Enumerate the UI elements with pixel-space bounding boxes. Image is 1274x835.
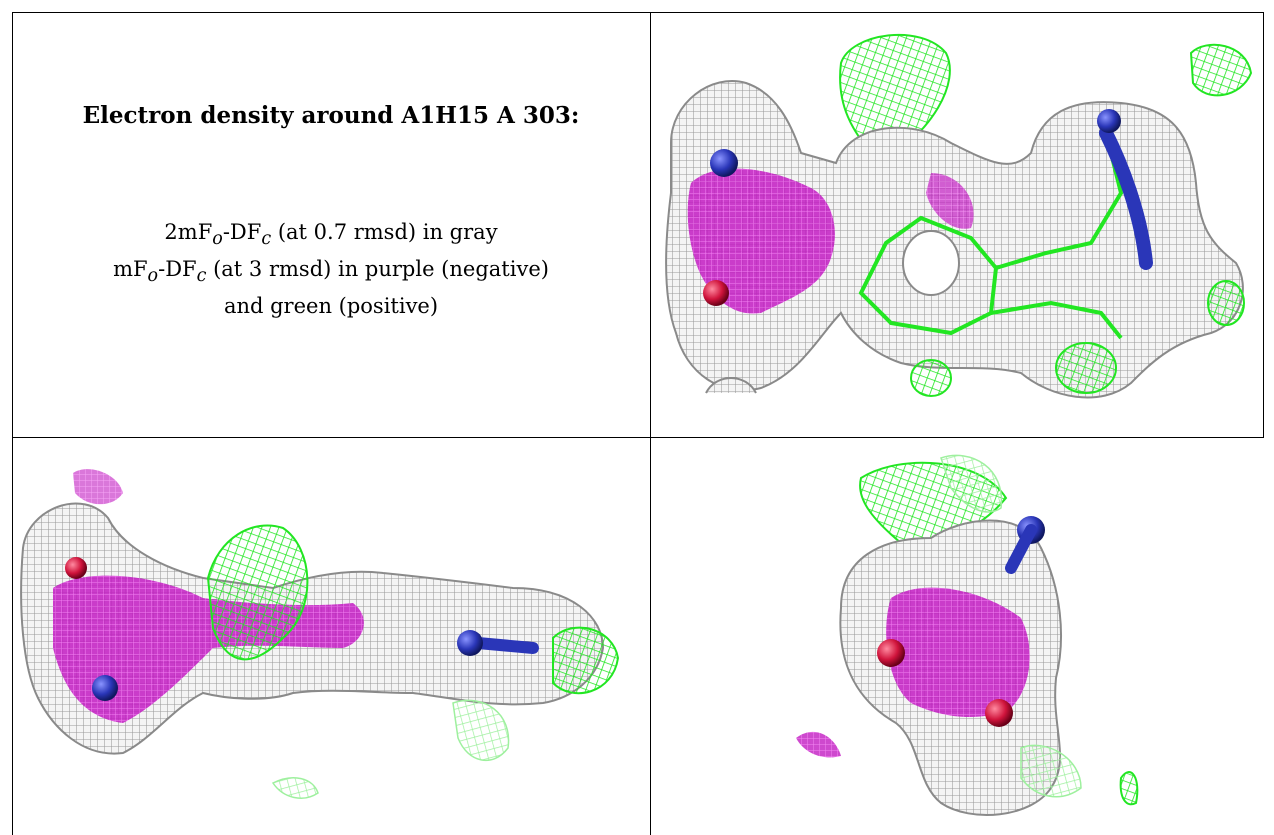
nitrogen-bond [1099,126,1153,270]
legend-subscript: c [196,266,207,287]
positive-density-blob [1189,43,1253,97]
negative-density-mesh [796,731,841,758]
legend-text: mF [113,257,148,282]
caption-legend: 2mFo-DFc (at 0.7 rmsd) in gray mFo-DFc (… [12,217,650,321]
positive-density-blob [839,33,951,165]
nitrogen-atom [710,149,738,177]
legend-text: -DF [158,257,197,282]
grid-left-border [12,12,13,835]
positive-density-blob [940,454,1003,513]
2fofc-density-fragment [705,377,757,394]
legend-subscript: o [147,266,159,287]
positive-density-blob [552,626,620,695]
grid-middle-border [12,437,1264,438]
legend-line-fofc: mFo-DFc (at 3 rmsd) in purple (negative) [12,254,650,291]
electron-density-view-2 [20,469,620,799]
oxygen-atom [703,280,729,306]
negative-density-mesh [73,469,123,505]
nitrogen-atom [457,630,483,656]
legend-subscript: c [261,229,272,250]
legend-text: (at 0.7 rmsd) in gray [271,220,498,244]
positive-density-blob [1020,744,1082,798]
density-panel-bottom-right [651,438,1264,835]
legend-subscript: o [212,229,223,250]
nitrogen-bond [472,637,539,654]
positive-density-blob [206,524,309,661]
oxygen-atom [65,557,87,579]
legend-text: 2mF [164,220,213,244]
ligand-chain-positive [990,300,1123,340]
negative-density-mesh [926,173,974,229]
legend-text: (at 3 rmsd) in purple (negative) [206,257,549,282]
legend-line-2fofc: 2mFo-DFc (at 0.7 rmsd) in gray [12,217,650,254]
electron-density-view-3 [796,454,1139,816]
nitrogen-bond [1005,524,1037,574]
oxygen-atom [877,639,905,667]
nitrogen-atom [1097,109,1121,133]
ring-hole [902,230,960,296]
legend-line-positive: and green (positive) [223,294,439,319]
positive-density-blob [452,699,510,762]
ligand-chain-positive [995,132,1124,270]
grid-center-divider [650,12,651,835]
grid-right-border [1263,12,1264,437]
positive-density-blob [910,359,952,397]
caption-cell: Electron density around A1H15 A 303: 2mF… [12,12,650,437]
positive-density-blob [271,777,319,799]
negative-density-mesh [886,587,1030,718]
caption-title: Electron density around A1H15 A 303: [82,102,580,129]
positive-density-blob [1207,280,1245,326]
positive-density-blob [1119,771,1139,806]
electron-density-view-1 [665,33,1253,399]
density-panel-bottom-left [13,438,650,835]
nitrogen-atom [92,675,118,701]
density-panel-top-right [651,13,1263,437]
negative-density-mesh [687,168,835,314]
legend-text: -DF [222,220,262,244]
grid-top-border [12,12,1264,13]
positive-density-blob [1055,342,1117,394]
oxygen-atom [985,699,1013,727]
